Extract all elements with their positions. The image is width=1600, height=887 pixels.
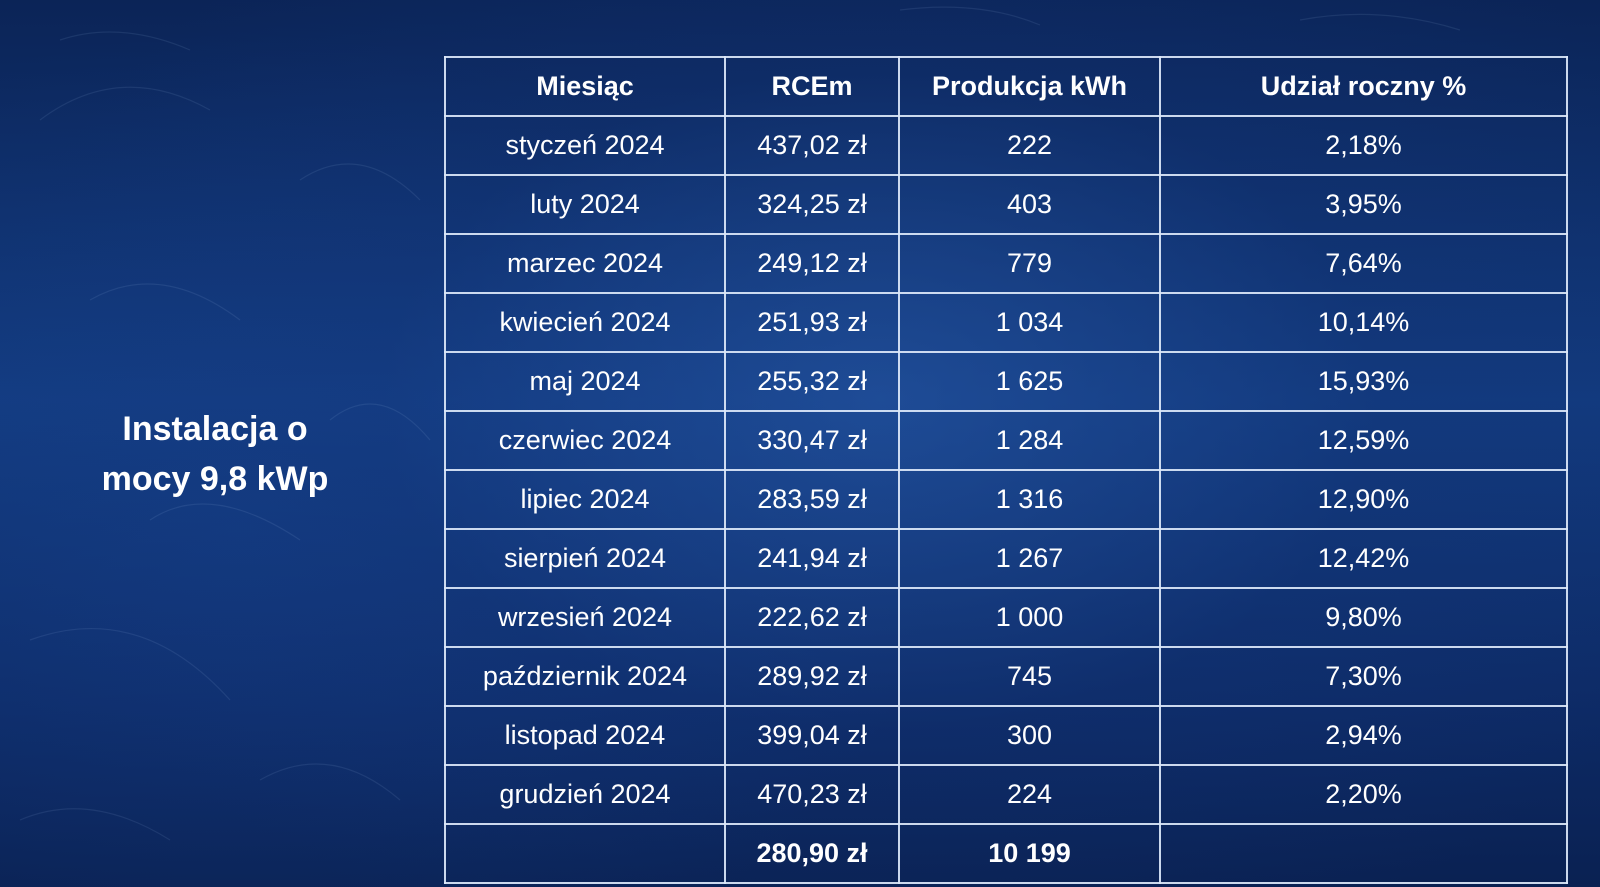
cell-share: 7,30% — [1159, 646, 1568, 707]
cell-production: 224 — [898, 764, 1161, 825]
cell-production: 1 267 — [898, 528, 1161, 589]
cell-production: 779 — [898, 233, 1161, 294]
total-share-cell — [1159, 823, 1568, 884]
cell-production: 1 284 — [898, 410, 1161, 471]
cell-rcem: 324,25 zł — [724, 174, 900, 235]
cell-share: 3,95% — [1159, 174, 1568, 235]
table-row: czerwiec 2024 330,47 zł 1 284 12,59% — [444, 410, 1568, 471]
table-row: marzec 2024 249,12 zł 779 7,64% — [444, 233, 1568, 294]
cell-rcem: 437,02 zł — [724, 115, 900, 176]
cell-month: kwiecień 2024 — [444, 292, 726, 353]
cell-month: lipiec 2024 — [444, 469, 726, 530]
cell-production: 300 — [898, 705, 1161, 766]
cell-rcem: 289,92 zł — [724, 646, 900, 707]
table-row: wrzesień 2024 222,62 zł 1 000 9,80% — [444, 587, 1568, 648]
cell-month: wrzesień 2024 — [444, 587, 726, 648]
cell-month: marzec 2024 — [444, 233, 726, 294]
cell-share: 9,80% — [1159, 587, 1568, 648]
table-row: lipiec 2024 283,59 zł 1 316 12,90% — [444, 469, 1568, 530]
cell-month: czerwiec 2024 — [444, 410, 726, 471]
installation-title: Instalacja o mocy 9,8 kWp — [60, 404, 370, 504]
cell-rcem: 330,47 zł — [724, 410, 900, 471]
table-row: kwiecień 2024 251,93 zł 1 034 10,14% — [444, 292, 1568, 353]
header-month: Miesiąc — [444, 56, 726, 117]
cell-production: 1 034 — [898, 292, 1161, 353]
cell-month: listopad 2024 — [444, 705, 726, 766]
cell-production: 745 — [898, 646, 1161, 707]
total-row: 280,90 zł 10 199 — [444, 823, 1568, 884]
cell-share: 15,93% — [1159, 351, 1568, 412]
table-row: październik 2024 289,92 zł 745 7,30% — [444, 646, 1568, 707]
monthly-production-table: Miesiąc RCEm Produkcja kWh Udział roczny… — [444, 56, 1568, 884]
cell-share: 10,14% — [1159, 292, 1568, 353]
cell-month: sierpień 2024 — [444, 528, 726, 589]
cell-rcem: 283,59 zł — [724, 469, 900, 530]
cell-rcem: 241,94 zł — [724, 528, 900, 589]
total-rcem: 280,90 zł — [724, 823, 900, 884]
cell-month: październik 2024 — [444, 646, 726, 707]
cell-rcem: 222,62 zł — [724, 587, 900, 648]
installation-title-line-1: Instalacja o — [122, 410, 308, 448]
cell-month: styczeń 2024 — [444, 115, 726, 176]
table-row: luty 2024 324,25 zł 403 3,95% — [444, 174, 1568, 235]
table-row: sierpień 2024 241,94 zł 1 267 12,42% — [444, 528, 1568, 589]
cell-production: 1 316 — [898, 469, 1161, 530]
cell-share: 12,42% — [1159, 528, 1568, 589]
cell-share: 12,59% — [1159, 410, 1568, 471]
table-header-row: Miesiąc RCEm Produkcja kWh Udział roczny… — [444, 56, 1568, 117]
table-row: listopad 2024 399,04 zł 300 2,94% — [444, 705, 1568, 766]
table-row: maj 2024 255,32 zł 1 625 15,93% — [444, 351, 1568, 412]
cell-production: 1 625 — [898, 351, 1161, 412]
cell-rcem: 255,32 zł — [724, 351, 900, 412]
cell-share: 12,90% — [1159, 469, 1568, 530]
cell-rcem: 470,23 zł — [724, 764, 900, 825]
cell-rcem: 251,93 zł — [724, 292, 900, 353]
installation-title-line-2: mocy 9,8 kWp — [101, 460, 329, 498]
total-production: 10 199 — [898, 823, 1161, 884]
header-annual-share: Udział roczny % — [1159, 56, 1568, 117]
cell-share: 7,64% — [1159, 233, 1568, 294]
cell-rcem: 249,12 zł — [724, 233, 900, 294]
cell-month: luty 2024 — [444, 174, 726, 235]
cell-production: 222 — [898, 115, 1161, 176]
cell-share: 2,20% — [1159, 764, 1568, 825]
cell-production: 1 000 — [898, 587, 1161, 648]
cell-rcem: 399,04 zł — [724, 705, 900, 766]
table-row: styczeń 2024 437,02 zł 222 2,18% — [444, 115, 1568, 176]
cell-production: 403 — [898, 174, 1161, 235]
total-month-cell — [444, 823, 726, 884]
header-production: Produkcja kWh — [898, 56, 1161, 117]
cell-share: 2,94% — [1159, 705, 1568, 766]
table-row: grudzień 2024 470,23 zł 224 2,20% — [444, 764, 1568, 825]
header-rcem: RCEm — [724, 56, 900, 117]
cell-month: grudzień 2024 — [444, 764, 726, 825]
cell-month: maj 2024 — [444, 351, 726, 412]
cell-share: 2,18% — [1159, 115, 1568, 176]
